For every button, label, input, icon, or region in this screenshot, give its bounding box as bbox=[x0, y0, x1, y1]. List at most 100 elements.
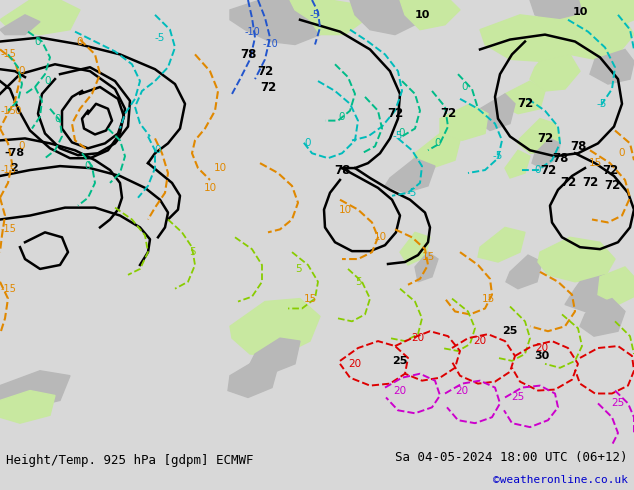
Polygon shape bbox=[412, 133, 460, 168]
Text: 0: 0 bbox=[19, 66, 25, 76]
Text: 10: 10 bbox=[204, 183, 217, 193]
Polygon shape bbox=[506, 255, 542, 289]
Polygon shape bbox=[580, 0, 634, 30]
Polygon shape bbox=[385, 158, 435, 193]
Text: 5: 5 bbox=[354, 277, 361, 287]
Text: -5: -5 bbox=[597, 99, 607, 109]
Text: -5: -5 bbox=[155, 32, 165, 43]
Text: 78: 78 bbox=[240, 48, 256, 61]
Polygon shape bbox=[415, 252, 438, 282]
Text: 20: 20 bbox=[455, 386, 469, 395]
Text: 25: 25 bbox=[611, 398, 624, 408]
Polygon shape bbox=[230, 0, 330, 45]
Text: 15: 15 bbox=[481, 294, 495, 304]
Polygon shape bbox=[590, 49, 634, 84]
Polygon shape bbox=[0, 15, 40, 35]
Text: -10: -10 bbox=[244, 26, 260, 37]
Text: 0: 0 bbox=[45, 76, 51, 86]
Polygon shape bbox=[0, 0, 80, 35]
Polygon shape bbox=[478, 227, 525, 262]
Text: 0: 0 bbox=[55, 114, 61, 123]
Text: 10: 10 bbox=[214, 163, 226, 173]
Text: 15: 15 bbox=[588, 158, 602, 168]
Text: 0: 0 bbox=[77, 37, 83, 47]
Text: -5: -5 bbox=[493, 151, 503, 161]
Text: -5: -5 bbox=[393, 131, 403, 142]
Text: 78: 78 bbox=[552, 152, 568, 165]
Polygon shape bbox=[440, 104, 488, 141]
Text: -78: -78 bbox=[4, 148, 24, 158]
Polygon shape bbox=[350, 0, 420, 35]
Text: Sa 04-05-2024 18:00 UTC (06+12): Sa 04-05-2024 18:00 UTC (06+12) bbox=[395, 451, 628, 464]
Text: 72: 72 bbox=[540, 164, 556, 176]
Polygon shape bbox=[248, 338, 300, 374]
Text: 0: 0 bbox=[155, 145, 161, 155]
Text: 30: 30 bbox=[534, 351, 550, 361]
Text: 72: 72 bbox=[440, 107, 456, 120]
Text: 0: 0 bbox=[534, 165, 541, 175]
Polygon shape bbox=[555, 10, 634, 59]
Text: 10: 10 bbox=[373, 232, 387, 242]
Polygon shape bbox=[400, 232, 430, 265]
Polygon shape bbox=[530, 0, 600, 24]
Polygon shape bbox=[502, 81, 545, 114]
Text: 72: 72 bbox=[387, 107, 403, 120]
Text: 72: 72 bbox=[602, 164, 618, 176]
Text: 10: 10 bbox=[339, 205, 352, 215]
Polygon shape bbox=[228, 361, 278, 397]
Text: 0: 0 bbox=[339, 112, 346, 122]
Polygon shape bbox=[565, 275, 620, 312]
Polygon shape bbox=[290, 0, 365, 35]
Text: 20: 20 bbox=[536, 343, 548, 353]
Polygon shape bbox=[505, 150, 530, 178]
Text: 10: 10 bbox=[573, 7, 588, 17]
Text: -5: -5 bbox=[407, 188, 417, 198]
Text: 0: 0 bbox=[85, 161, 91, 171]
Text: 20: 20 bbox=[394, 386, 406, 395]
Text: 0: 0 bbox=[35, 37, 41, 47]
Polygon shape bbox=[532, 138, 560, 168]
Polygon shape bbox=[476, 94, 515, 130]
Text: 72: 72 bbox=[260, 80, 276, 94]
Text: -15: -15 bbox=[0, 49, 16, 59]
Text: 72: 72 bbox=[517, 98, 533, 110]
Text: 0: 0 bbox=[399, 128, 405, 139]
Text: 20: 20 bbox=[411, 333, 425, 343]
Text: 20: 20 bbox=[474, 336, 486, 346]
Text: 25: 25 bbox=[392, 356, 408, 366]
Polygon shape bbox=[530, 54, 580, 91]
Polygon shape bbox=[580, 298, 625, 336]
Text: 0: 0 bbox=[305, 138, 311, 148]
Text: 0: 0 bbox=[619, 148, 625, 158]
Polygon shape bbox=[518, 119, 560, 153]
Text: 25: 25 bbox=[502, 326, 518, 336]
Text: 2: 2 bbox=[10, 163, 18, 173]
Text: -15: -15 bbox=[0, 284, 16, 294]
Polygon shape bbox=[0, 371, 70, 407]
Polygon shape bbox=[480, 15, 580, 61]
Polygon shape bbox=[230, 298, 320, 356]
Polygon shape bbox=[598, 267, 634, 304]
Text: 20: 20 bbox=[349, 359, 361, 369]
Text: 15: 15 bbox=[304, 294, 316, 304]
Text: 72: 72 bbox=[604, 179, 620, 193]
Text: 10: 10 bbox=[414, 10, 430, 20]
Text: ©weatheronline.co.uk: ©weatheronline.co.uk bbox=[493, 475, 628, 485]
Text: -5: -5 bbox=[310, 10, 320, 20]
Text: 5: 5 bbox=[295, 264, 301, 274]
Text: 0: 0 bbox=[435, 138, 441, 148]
Polygon shape bbox=[400, 0, 460, 30]
Text: 0: 0 bbox=[15, 106, 22, 116]
Text: 0: 0 bbox=[462, 82, 469, 92]
Text: 0: 0 bbox=[19, 141, 25, 151]
Polygon shape bbox=[538, 237, 615, 282]
Text: 78: 78 bbox=[334, 164, 350, 176]
Text: -10: -10 bbox=[262, 40, 278, 49]
Text: -15: -15 bbox=[0, 165, 16, 175]
Polygon shape bbox=[0, 391, 55, 423]
Text: 5: 5 bbox=[189, 247, 195, 257]
Text: 15: 15 bbox=[422, 252, 435, 262]
Text: 25: 25 bbox=[512, 392, 524, 402]
Text: 72: 72 bbox=[257, 65, 273, 78]
Text: 72: 72 bbox=[582, 176, 598, 190]
